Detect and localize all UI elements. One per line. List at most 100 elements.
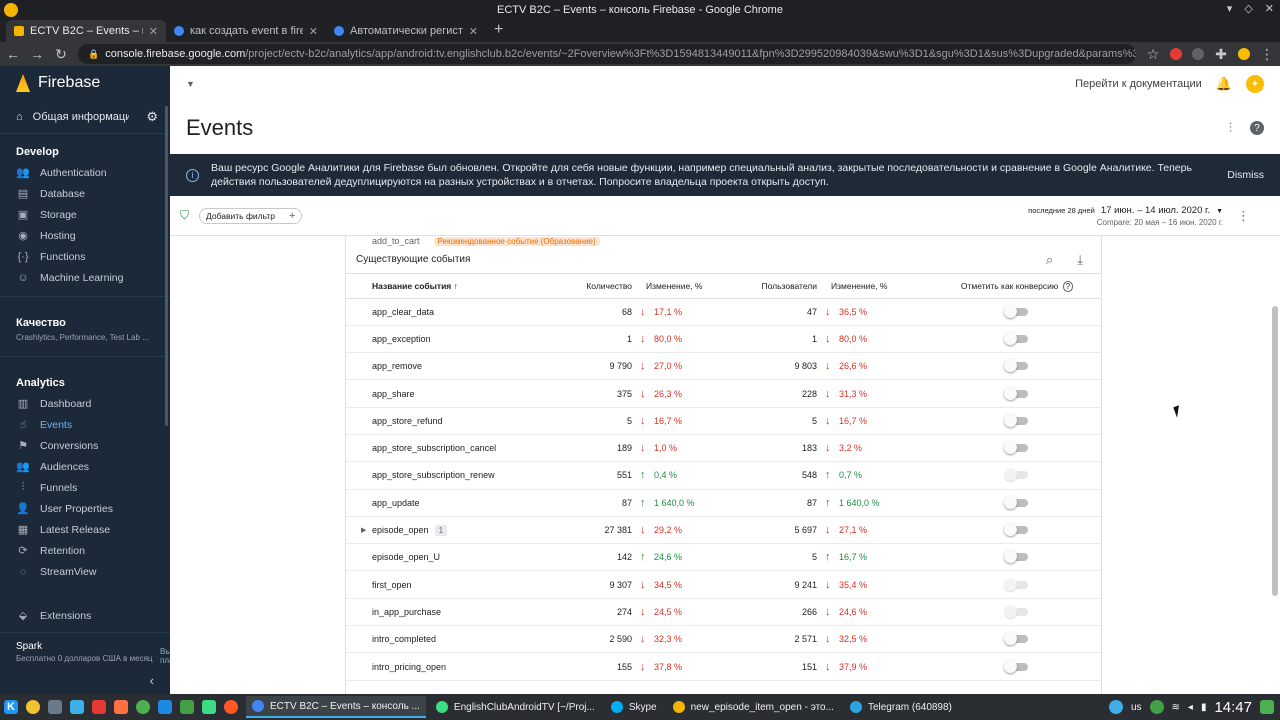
sidebar-item-dashboard[interactable]: ▥ Dashboard: [0, 393, 170, 414]
reload-icon[interactable]: ↻: [55, 45, 67, 62]
mark-conversion-toggle[interactable]: [1004, 386, 1028, 400]
mark-conversion-toggle[interactable]: [1004, 523, 1028, 537]
help-circle-icon[interactable]: ?: [1062, 280, 1074, 292]
table-row[interactable]: app_update 87 ↑ 1 640,0 % 87 ↑ 1 640,0 %: [346, 489, 1101, 517]
collapse-sidebar-icon[interactable]: ‹: [149, 673, 154, 688]
table-row[interactable]: app_store_refund 5 ↓ 16,7 % 5 ↓ 16,7 %: [346, 407, 1101, 435]
gear-icon[interactable]: ⚙: [146, 108, 158, 124]
project-overview-link[interactable]: ⌂ Общая информация о проекте ⚙: [0, 100, 170, 134]
event-name-cell[interactable]: intro_completed: [346, 625, 561, 654]
table-row[interactable]: app_exception 1 ↓ 80,0 % 1 ↓ 80,0 %: [346, 325, 1101, 354]
table-row[interactable]: app_remove 9 790 ↓ 27,0 % 9 803 ↓ 26,6 %: [346, 352, 1101, 381]
status-icon[interactable]: [1149, 700, 1164, 714]
table-row[interactable]: episode_open_U 142 ↑ 24,6 % 5 ↑ 16,7 %: [346, 543, 1101, 572]
clock[interactable]: 14:47: [1214, 698, 1252, 716]
profile-avatar-icon[interactable]: [1238, 48, 1250, 60]
mark-conversion-toggle[interactable]: [1004, 495, 1028, 509]
tab-google-auto-events[interactable]: Автоматически регистрируемые с ✕: [326, 20, 486, 42]
mark-conversion-toggle[interactable]: [1004, 359, 1028, 373]
bookmark-star-icon[interactable]: ☆: [1146, 45, 1160, 62]
tune-settings-icon[interactable]: ⫶: [1228, 120, 1232, 135]
account-avatar[interactable]: ✦: [1246, 75, 1264, 93]
table-row[interactable]: app_store_subscription_renew 551 ↑ 0,4 % 548…: [346, 461, 1101, 490]
add-filter-button[interactable]: Добавить фильтр +: [199, 207, 303, 224]
table-row[interactable]: app_store_subscription_cancel 189 ↓ 1,0 % 18…: [346, 434, 1101, 463]
restore-icon[interactable]: ◇: [1244, 3, 1253, 15]
network-icon[interactable]: [1108, 700, 1123, 714]
forward-icon[interactable]: →: [30, 46, 44, 62]
back-icon[interactable]: ←: [6, 46, 20, 62]
taskbar-task[interactable]: ECTV B2C – Events – консоль ...: [246, 696, 426, 718]
col-count[interactable]: Количество: [561, 274, 636, 299]
taskbar-task[interactable]: Telegram (640898): [844, 696, 958, 718]
kde-launcher-icon[interactable]: K: [4, 700, 18, 714]
table-row[interactable]: app_share 375 ↓ 26,3 % 228 ↓ 31,3 %: [346, 379, 1101, 408]
table-row[interactable]: ▶ episode_open 1 27 381 ↓ 29,2 % 5 697 ↓ 27,1 %: [346, 516, 1101, 545]
table-row[interactable]: in_app_purchase 274 ↓ 24,5 % 266 ↓ 24,6 %: [346, 598, 1101, 627]
page-scrollbar[interactable]: [1272, 306, 1278, 596]
tab-google-search[interactable]: как создать event в firebase - По ✕: [166, 20, 326, 42]
close-tab-icon[interactable]: ✕: [148, 25, 158, 38]
event-name-cell[interactable]: app_store_subscription_renew: [346, 461, 561, 490]
mark-conversion-toggle[interactable]: [1004, 632, 1028, 646]
taskbar-task[interactable]: Skype: [605, 696, 663, 718]
event-name-cell[interactable]: first_open: [346, 570, 561, 599]
event-name-cell[interactable]: app_clear_data: [346, 298, 561, 326]
battery-icon[interactable]: ▮: [1200, 701, 1207, 713]
app-launcher-icon[interactable]: [26, 700, 40, 714]
dismiss-button[interactable]: Dismiss: [1227, 169, 1264, 181]
shield-extension-icon[interactable]: [1192, 48, 1204, 60]
new-tab-icon[interactable]: +: [494, 21, 504, 38]
sidebar-item-database[interactable]: ▤ Database: [0, 183, 170, 204]
event-name-cell[interactable]: in_app_purchase: [346, 598, 561, 627]
more-options-icon[interactable]: ⋮: [1237, 207, 1250, 223]
sidebar-item-funnels[interactable]: ⫶ Funnels: [0, 477, 170, 498]
window-menu-icon[interactable]: [4, 3, 18, 17]
taskbar-task[interactable]: EnglishClubAndroidTV [~/Proj...: [430, 696, 601, 718]
extensions-puzzle-icon[interactable]: ✚: [1215, 45, 1227, 62]
docs-link[interactable]: Перейти к документации: [1075, 78, 1202, 90]
app-icon[interactable]: [114, 700, 128, 714]
sidebar-item-hosting[interactable]: ◉ Hosting: [0, 225, 170, 246]
app-icon[interactable]: [136, 700, 150, 714]
event-name-cell[interactable]: app_store_refund: [346, 407, 561, 435]
close-window-icon[interactable]: ✕: [1264, 3, 1274, 15]
event-name-cell[interactable]: episode_open_U: [346, 543, 561, 572]
table-row[interactable]: intro_pricing_open 155 ↓ 37,8 % 151 ↓ 37,9 %: [346, 652, 1101, 681]
sidebar-item-conversions[interactable]: ⚑ Conversions: [0, 435, 170, 456]
chrome-menu-icon[interactable]: ⋮: [1260, 45, 1274, 62]
wifi-icon[interactable]: ≋: [1171, 701, 1180, 713]
desktop-icon[interactable]: [48, 700, 62, 714]
app-icon[interactable]: [224, 700, 238, 714]
table-row[interactable]: first_open 9 307 ↓ 34,5 % 9 241 ↓ 35,4 %: [346, 570, 1101, 599]
sidebar-item-machine-learning[interactable]: ☺ Machine Learning: [0, 267, 170, 288]
tab-firebase-events[interactable]: ECTV B2C – Events – консоль Fireb ✕: [6, 20, 166, 42]
mark-conversion-toggle[interactable]: [1004, 331, 1028, 345]
event-name-cell[interactable]: app_update: [346, 489, 561, 517]
event-name-cell[interactable]: app_share: [346, 379, 561, 408]
sidebar-item-audiences[interactable]: 👥 Audiences: [0, 456, 170, 477]
sidebar-item-streamview[interactable]: ◌ StreamView: [0, 561, 170, 582]
opera-extension-icon[interactable]: [1170, 48, 1182, 60]
sidebar-item-latest-release[interactable]: ▦ Latest Release: [0, 519, 170, 540]
keyboard-layout[interactable]: us: [1130, 701, 1142, 713]
terminal-icon[interactable]: [158, 700, 172, 714]
date-range-picker[interactable]: последние 28 дней 17 июн. – 14 июл. 2020…: [1028, 205, 1223, 227]
mark-conversion-toggle[interactable]: [1004, 441, 1028, 455]
sidebar-item-authentication[interactable]: 👥 Authentication: [0, 162, 170, 183]
search-icon[interactable]: ⌕: [1045, 251, 1054, 267]
help-icon[interactable]: ?: [1250, 121, 1264, 135]
project-dropdown-icon[interactable]: ▼: [186, 79, 195, 89]
close-tab-icon[interactable]: ✕: [308, 25, 318, 38]
col-users-change[interactable]: Изменение, %: [821, 274, 931, 299]
table-row[interactable]: intro_completed 2 590 ↓ 32,3 % 2 571 ↓ 32,5 %: [346, 625, 1101, 654]
col-users[interactable]: Пользователи: [751, 274, 821, 299]
address-bar[interactable]: 🔒 console.firebase.google.com /project/e…: [78, 44, 1136, 64]
notifications-bell-icon[interactable]: 🔔: [1215, 76, 1232, 91]
sidebar-item-user-properties[interactable]: 👤 User Properties: [0, 498, 170, 519]
minimize-icon[interactable]: ▾: [1226, 3, 1233, 15]
col-event-name[interactable]: Название события ↑: [346, 274, 561, 299]
volume-icon[interactable]: ◂: [1187, 701, 1193, 713]
app-icon[interactable]: [92, 700, 106, 714]
quality-section-title[interactable]: Качество: [16, 317, 66, 329]
